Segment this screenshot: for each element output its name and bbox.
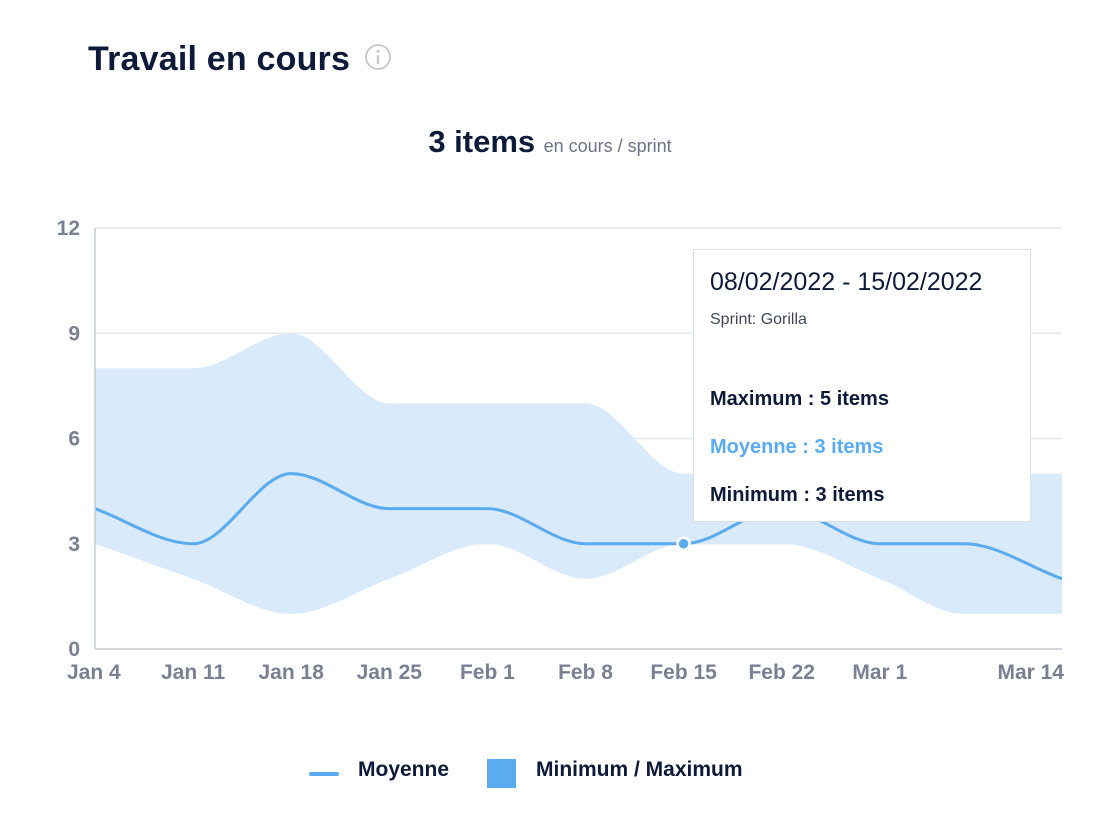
x-tick-label: Feb 8 [558, 661, 613, 684]
x-tick-label: Jan 18 [259, 661, 325, 684]
legend-area-swatch [487, 759, 516, 788]
y-tick-label: 3 [68, 533, 80, 556]
info-icon[interactable] [364, 43, 392, 71]
x-tick-label: Feb 22 [748, 661, 815, 684]
x-tick-label: Mar 14 [997, 661, 1064, 684]
kpi-value: 3 items [428, 124, 536, 159]
average-line [94, 472, 1063, 581]
axis-layer [94, 228, 1062, 650]
y-tick-label: 6 [68, 428, 80, 451]
min-max-area [95, 333, 1062, 614]
band-layer [95, 333, 1062, 614]
line-layer [94, 472, 1063, 581]
points-layer[interactable] [676, 536, 691, 551]
x-tick-label: Feb 1 [460, 661, 515, 684]
tooltip-sprint: Sprint: Gorilla [710, 311, 807, 328]
page-title: Travail en cours [88, 40, 351, 78]
legend-label-range[interactable]: Minimum / Maximum [536, 758, 743, 781]
tooltip-average: Moyenne : 3 items [710, 436, 884, 458]
chart-legend: Moyenne Minimum / Maximum [0, 758, 1115, 788]
y-tick-label: 12 [57, 217, 80, 240]
highlighted-point [676, 536, 691, 551]
x-axis-labels: Jan 4 Jan 11 Jan 18 Jan 25 Feb 1 Feb 8 Feb 15 F… [67, 661, 1064, 684]
tooltip-date-range: 08/02/2022 - 15/02/2022 [710, 268, 983, 296]
kpi-unit: en cours / sprint [543, 136, 672, 156]
legend-label-average[interactable]: Moyenne [358, 758, 450, 781]
x-tick-label: Jan 4 [67, 661, 121, 684]
x-tick-label: Jan 25 [357, 661, 423, 684]
kpi-summary: 3 items en cours / sprint [0, 124, 1100, 160]
legend-line-swatch [309, 772, 339, 776]
x-tick-label: Mar 1 [852, 661, 907, 684]
x-tick-label: Jan 11 [161, 661, 226, 684]
header: Travail en cours [88, 40, 392, 79]
y-tick-label: 0 [68, 638, 80, 661]
tooltip-minimum: Minimum : 3 items [710, 484, 885, 506]
chart-tooltip: 08/02/2022 - 15/02/2022 Sprint: Gorilla … [693, 249, 1031, 522]
y-axis-labels: 0 3 6 9 12 [57, 217, 80, 661]
x-tick-label: Feb 15 [650, 661, 717, 684]
y-tick-label: 9 [68, 322, 80, 345]
tooltip-maximum: Maximum : 5 items [710, 388, 889, 410]
